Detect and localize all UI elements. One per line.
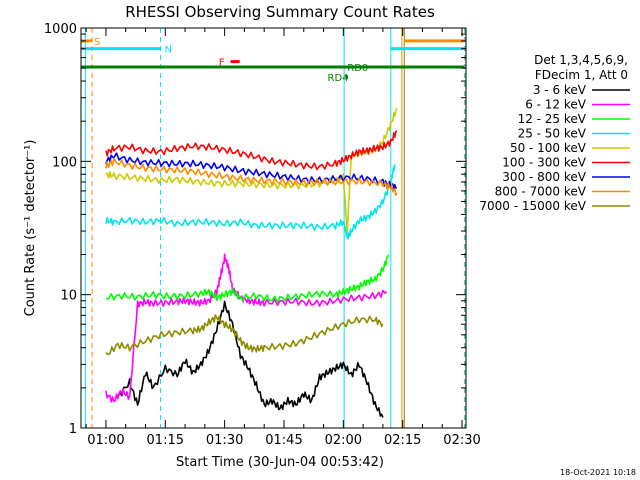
x-tick-label-3: 01:45 — [265, 433, 302, 448]
legend-label-5: 100 - 300 keV — [502, 156, 586, 170]
x-axis-label: Start Time (30-Jun-04 00:53:42) — [176, 455, 384, 470]
flag-label-0: S — [94, 37, 100, 48]
x-tick-label-4: 02:00 — [325, 433, 362, 448]
series-line-5 — [105, 130, 398, 171]
series-line-0 — [117, 300, 384, 418]
vertical-markers — [84, 28, 467, 428]
x-tick-label-5: 02:15 — [384, 433, 421, 448]
legend: Det 1,3,4,5,6,9, FDecim 1, Att 0 3 - 6 k… — [479, 53, 630, 213]
legend-label-2: 12 - 25 keV — [518, 112, 587, 126]
series-line-7 — [105, 157, 398, 196]
flag-label-2: F — [219, 58, 225, 69]
flag-label-3: RD0 — [347, 63, 368, 74]
legend-label-0: 3 - 6 keV — [533, 83, 587, 97]
series-line-3 — [105, 164, 396, 240]
legend-label-6: 300 - 800 keV — [502, 170, 586, 184]
legend-label-7: 800 - 7000 keV — [495, 185, 587, 199]
x-tick-label-2: 01:30 — [206, 433, 243, 448]
plot-frame — [80, 27, 467, 429]
series-line-8 — [105, 314, 384, 356]
series-line-6 — [105, 152, 398, 191]
series-line-2 — [105, 254, 390, 303]
flag-label-1: N — [164, 45, 171, 56]
y-axis-label: Count Rate (s⁻¹ detector⁻¹) — [23, 140, 38, 317]
y-tick-label-0: 1 — [69, 422, 77, 437]
legend-label-3: 25 - 50 keV — [518, 127, 587, 141]
legend-title-line-1: Det 1,3,4,5,6,9, — [534, 53, 628, 67]
legend-title-line-2: FDecim 1, Att 0 — [535, 68, 628, 82]
flag-label-4: RD4 — [328, 73, 349, 84]
timestamp: 18-Oct-2021 10:18 — [560, 468, 636, 477]
y-tick-label-2: 100 — [52, 155, 77, 170]
legend-label-8: 7000 - 15000 keV — [479, 199, 586, 213]
chart-title: RHESSI Observing Summary Count Rates — [125, 3, 435, 21]
x-tick-label-1: 01:15 — [147, 433, 184, 448]
x-tick-label-0: 01:00 — [87, 433, 124, 448]
series-layer — [105, 107, 398, 418]
series-line-1 — [105, 253, 388, 403]
y-tick-label-1: 10 — [60, 289, 77, 304]
legend-label-1: 6 - 12 keV — [525, 98, 587, 112]
legend-label-4: 50 - 100 keV — [510, 141, 587, 155]
axis-ticks: 01:00 01:15 01:30 01:45 02:00 02:15 02:30 1 10 10… — [44, 22, 481, 448]
y-tick-label-3: 1000 — [44, 22, 77, 37]
x-tick-label-6: 02:30 — [443, 433, 480, 448]
series-line-4 — [105, 107, 398, 233]
